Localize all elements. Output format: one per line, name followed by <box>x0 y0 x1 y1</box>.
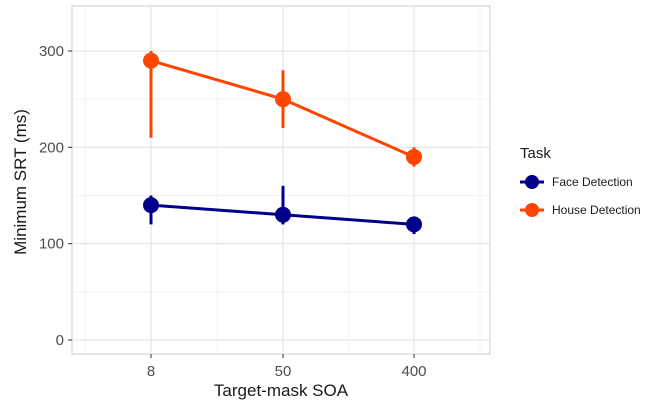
data-point <box>406 148 422 165</box>
y-axis-title: Minimum SRT (ms) <box>11 109 30 255</box>
data-point <box>143 197 159 214</box>
y-tick-label: 0 <box>56 332 64 349</box>
legend-title: Task <box>520 145 551 162</box>
series-house-detection <box>143 51 422 167</box>
y-tick-label: 300 <box>39 43 64 60</box>
panel-border <box>71 5 491 355</box>
data-point <box>143 52 159 69</box>
legend-item: Face Detection <box>520 175 633 189</box>
y-tick-label: 200 <box>39 139 64 156</box>
legend-label: Face Detection <box>552 175 633 189</box>
y-tick-label: 100 <box>39 236 64 253</box>
data-point <box>406 216 422 233</box>
legend-label: House Detection <box>552 203 641 217</box>
x-tick-label: 50 <box>275 363 292 380</box>
x-tick-label: 8 <box>147 363 155 380</box>
legend-marker <box>525 203 539 217</box>
data-point <box>275 91 291 108</box>
series-face-detection <box>143 185 422 235</box>
x-tick-label: 400 <box>401 363 426 380</box>
x-axis-ticks: 8 50 400 <box>147 354 427 380</box>
legend-marker <box>525 175 539 189</box>
data-point <box>275 206 291 223</box>
series-layer <box>143 51 422 235</box>
legend-item: House Detection <box>520 203 641 217</box>
x-axis-title: Target-mask SOA <box>214 381 349 400</box>
legend: Task Face Detection House Detection <box>520 145 641 217</box>
y-axis-ticks: 0 100 200 300 <box>39 43 72 349</box>
